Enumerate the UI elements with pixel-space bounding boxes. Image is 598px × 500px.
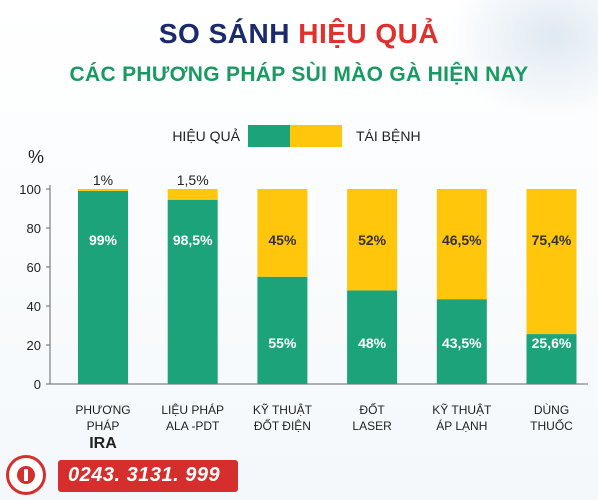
y-tick-label: 100 (19, 182, 41, 197)
page-subtitle: CÁC PHƯƠNG PHÁP SÙI MÀO GÀ HIỆN NAY (69, 63, 529, 86)
data-label-relapse: 1,5% (177, 172, 209, 188)
bar-relapse (347, 189, 398, 291)
data-label-effective: 98,5% (173, 232, 213, 248)
x-tick-label: ÁP LẠNH (436, 418, 487, 433)
data-label-relapse: 45% (268, 232, 297, 248)
x-tick-label: IRA (89, 435, 117, 452)
phone-number[interactable]: 0243. 3131. 999 (68, 464, 221, 486)
data-label-effective: 43,5% (442, 335, 482, 351)
legend-swatch (248, 125, 300, 147)
bar-effective (78, 190, 128, 384)
y-tick-label: 20 (27, 338, 41, 353)
y-tick-label: 80 (27, 221, 41, 236)
x-tick-label: THUỐC (530, 418, 573, 433)
x-tick-label: PHÁP (87, 418, 120, 433)
x-tick-label: KỸ THUẬT (253, 402, 313, 417)
x-tick-label: ĐỐT ĐIỆN (254, 418, 311, 433)
bar-effective (436, 299, 487, 384)
background-decoration (448, 0, 598, 120)
legend-swatch (290, 125, 342, 147)
bar-relapse (526, 189, 577, 335)
data-label-effective: 25,6% (532, 335, 572, 351)
bar-relapse (436, 189, 487, 300)
hospital-logo (6, 455, 46, 495)
x-tick-label: PHƯƠNG (75, 403, 130, 417)
x-tick-label: DÙNG (534, 402, 569, 417)
legend-label: HIỆU QUẢ (172, 128, 240, 144)
data-label-effective: 99% (89, 232, 118, 248)
bar-relapse (78, 189, 128, 191)
data-label-effective: 55% (268, 335, 297, 351)
y-tick-label: 0 (34, 377, 41, 392)
y-tick-label: 60 (27, 260, 41, 275)
x-tick-label: KỸ THUẬT (432, 402, 492, 417)
data-label-relapse: 46,5% (442, 232, 482, 248)
bar-effective (167, 199, 218, 384)
bar-relapse (257, 189, 308, 277)
data-label-effective: 48% (358, 335, 387, 351)
bar-relapse (167, 189, 218, 200)
title-part-2: HIỆU QUẢ (298, 18, 440, 49)
bar-effective (347, 290, 398, 384)
bar-effective (526, 334, 577, 384)
legend-label: TÁI BỆNH (356, 128, 421, 144)
title-part-1: SO SÁNH (158, 18, 290, 49)
y-tick-label: 40 (27, 299, 41, 314)
x-tick-label: ALA -PDT (166, 419, 220, 433)
x-tick-label: LIỆU PHÁP (161, 402, 224, 417)
y-axis-label: % (28, 147, 44, 167)
page-title: SO SÁNH HIỆU QUẢ (0, 18, 598, 50)
data-label-relapse: 75,4% (532, 232, 572, 248)
phone-banner (58, 460, 238, 492)
data-label-relapse: 52% (358, 232, 387, 248)
bar-effective (257, 276, 308, 384)
x-tick-label: LASER (352, 419, 392, 433)
x-tick-label: ĐỐT (359, 402, 385, 417)
data-label-relapse: 1% (93, 172, 113, 188)
